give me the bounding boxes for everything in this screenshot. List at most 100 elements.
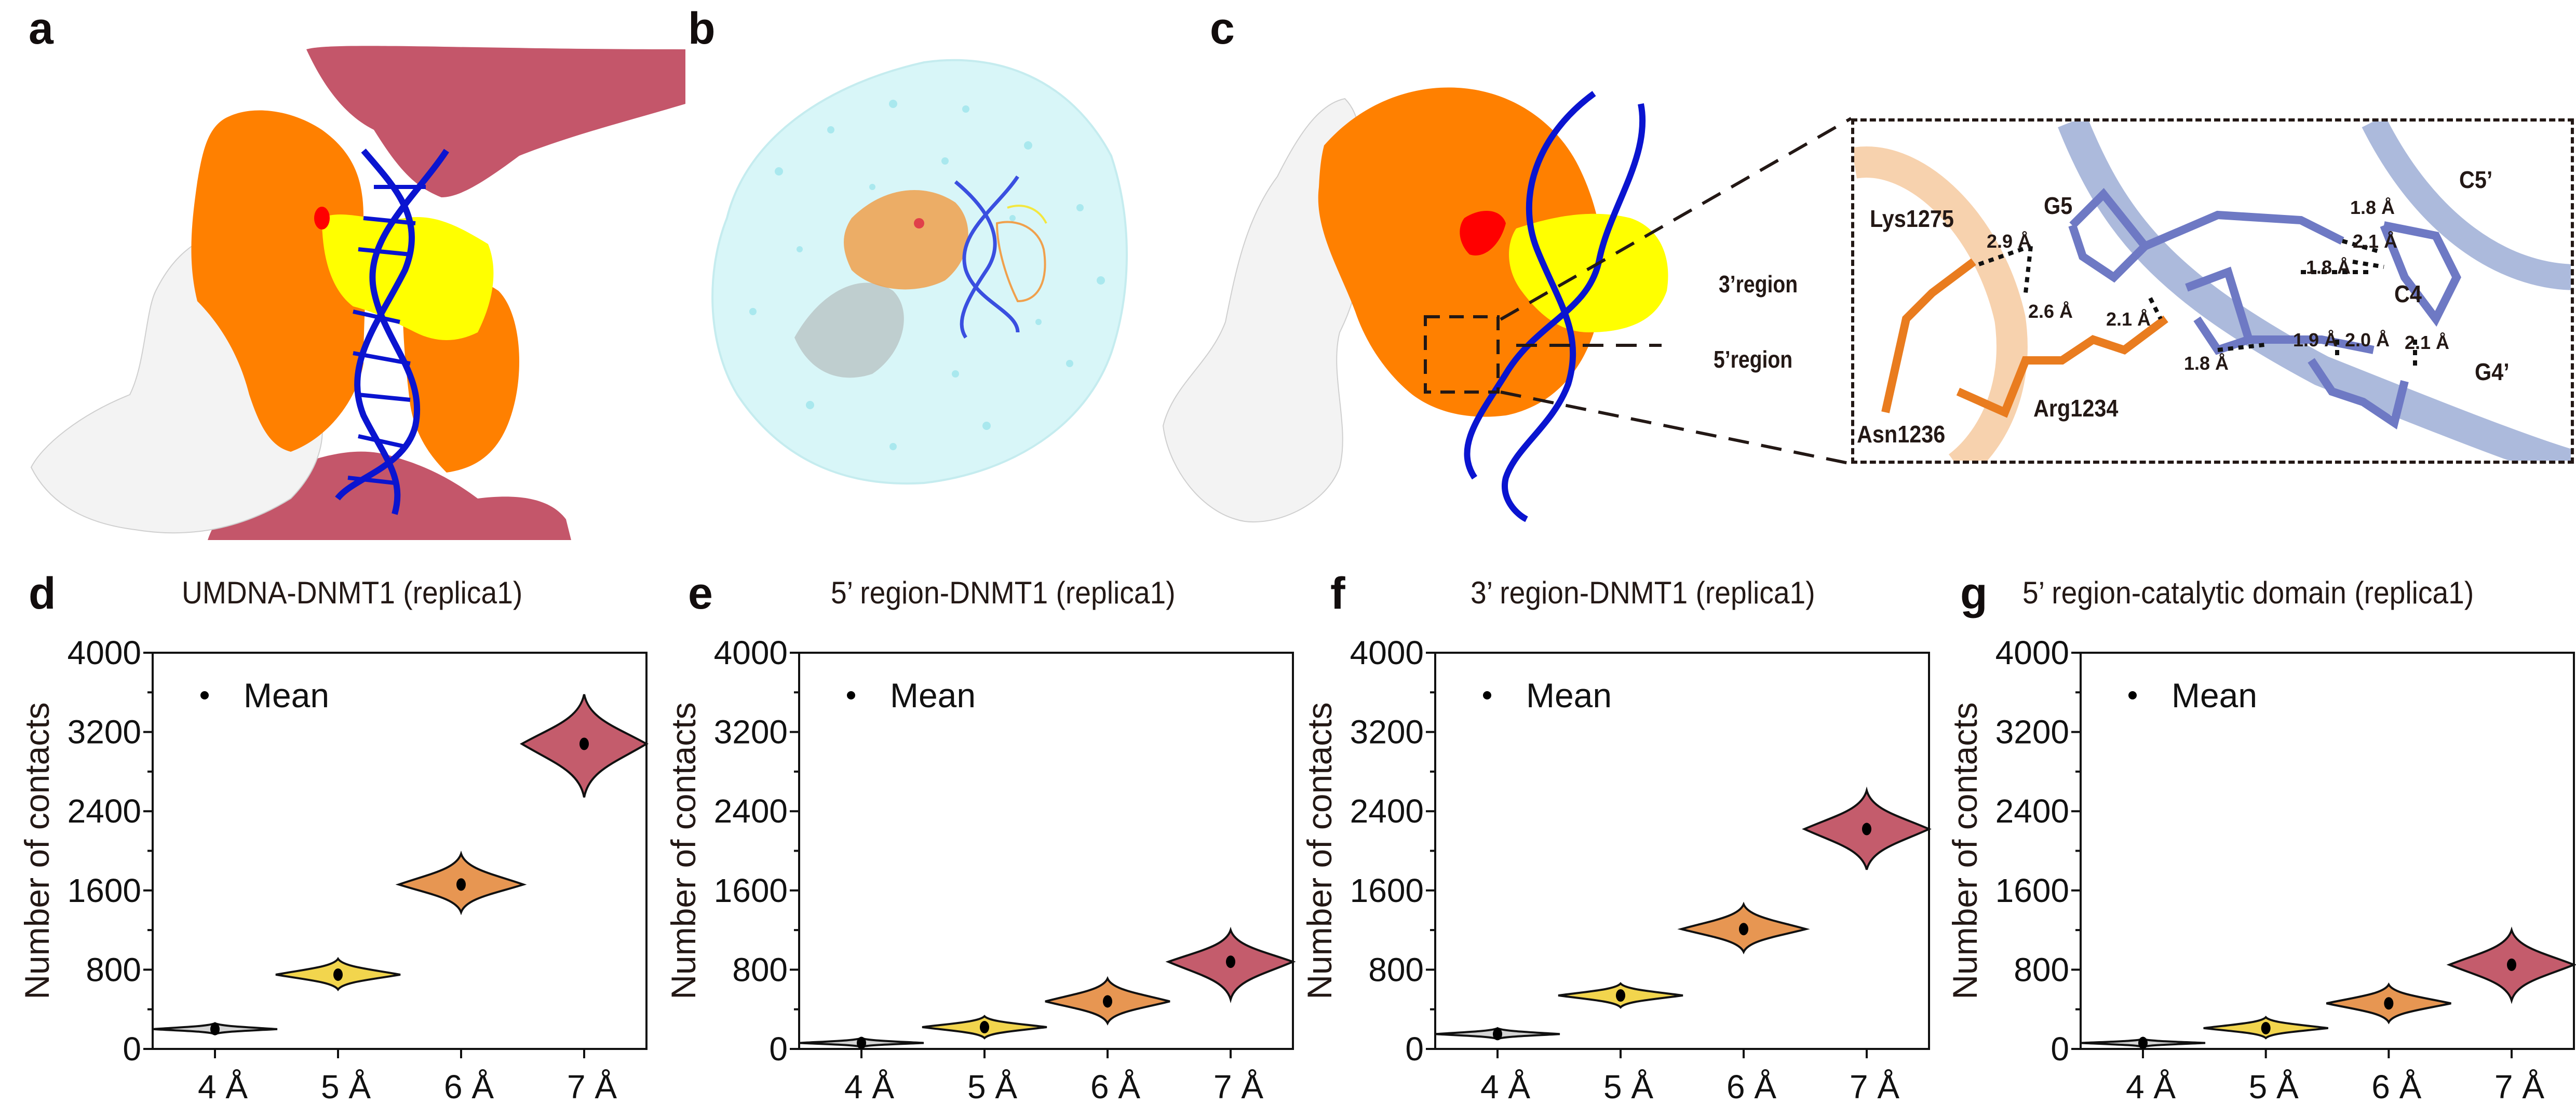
- panel-letter-b: b: [688, 4, 716, 53]
- dnmt1-loop: [995, 221, 1046, 303]
- plot-frame: [152, 652, 648, 1050]
- nucleotide-label-c4: C4: [2394, 280, 2422, 307]
- y-tick-label: 2400: [68, 792, 141, 830]
- distance-label: 2.1 Å: [2405, 332, 2450, 353]
- panel-b-solvated-system: [711, 59, 1128, 484]
- dna-strand-1: [954, 180, 997, 339]
- y-tick-label: 0: [769, 1030, 788, 1068]
- legend-mean-marker: [847, 691, 855, 699]
- panel-letter-f: f: [1330, 569, 1345, 618]
- x-tick-label: 5 Å: [967, 1068, 1017, 1106]
- grey-domain-ribbon: [794, 282, 904, 378]
- x-tick-label: 4 Å: [844, 1068, 894, 1106]
- residue-label-asn1236: Asn1236: [1857, 421, 1946, 448]
- y-tick-label: 2400: [714, 792, 788, 830]
- mean-marker: [1226, 955, 1235, 968]
- nucleotide-label-g5: G5: [2044, 192, 2073, 219]
- ligand-red: [914, 218, 924, 228]
- distance-label: 2.9 Å: [1987, 231, 2032, 252]
- x-tick-label: 6 Å: [2371, 1068, 2421, 1106]
- y-tick-label: 4000: [1350, 634, 1424, 671]
- dna-strand-2: [335, 149, 449, 501]
- panel-a-surface-render: [30, 46, 685, 540]
- mean-marker: [210, 1022, 220, 1035]
- mean-marker: [2507, 958, 2516, 971]
- y-tick-label: 2400: [1350, 792, 1424, 830]
- panel-letter-a: a: [29, 4, 53, 53]
- distance-label: 2.1 Å: [2353, 231, 2398, 252]
- y-axis-label: Number of contacts: [1300, 702, 1339, 999]
- dna-strand-2: [962, 176, 1020, 333]
- mean-marker: [857, 1036, 866, 1049]
- violin-chart-f: 0 800 1600 2400 3200 4000 Number of contacts 4 …: [1300, 634, 1932, 1106]
- plot-frame: [798, 652, 1294, 1050]
- legend-mean-label: Mean: [1526, 676, 1612, 715]
- dna-base-pairs: [347, 185, 426, 485]
- residue-label-arg1234: Arg1234: [2033, 395, 2119, 422]
- dnmt1-ribbon: [844, 190, 968, 290]
- inset-sticks: [1854, 122, 2571, 461]
- ligand-red: [1460, 211, 1506, 255]
- distance-label: 1.8 Å: [2350, 197, 2395, 218]
- distance-label: 2.6 Å: [2028, 301, 2073, 322]
- y-tick-label: 3200: [714, 713, 788, 751]
- mean-marker: [456, 878, 466, 891]
- x-tick-label: 5 Å: [321, 1068, 371, 1106]
- y-tick-label: 800: [1368, 951, 1424, 988]
- y-tick-label: 2400: [1995, 792, 2069, 830]
- distance-label: 1.8 Å: [2306, 257, 2351, 278]
- panel-c-surface-render: [1162, 87, 1852, 523]
- panel-letter-d: d: [29, 569, 56, 618]
- mean-marker: [333, 968, 343, 981]
- mean-marker: [2261, 1021, 2271, 1034]
- y-tick-label: 800: [732, 951, 788, 988]
- legend-mean-label: Mean: [2172, 676, 2257, 715]
- violin-chart-e: 0 800 1600 2400 3200 4000 Number of contacts 4 …: [664, 634, 1296, 1106]
- legend-mean-marker: [2128, 691, 2137, 699]
- y-tick-label: 1600: [1995, 872, 2069, 909]
- mean-marker: [2384, 997, 2394, 1010]
- chart-title-f: 3’ region-DNMT1 (replica1): [1471, 575, 1815, 610]
- y-axis-label: Number of contacts: [18, 702, 56, 999]
- ions: [749, 100, 1105, 450]
- mean-marker: [579, 737, 589, 750]
- x-tick-label: 6 Å: [1727, 1068, 1776, 1106]
- distance-label: 1.9 Å: [2293, 329, 2338, 351]
- violin-chart-g: 0 800 1600 2400 3200 4000 Number of contacts 4 …: [1946, 634, 2576, 1106]
- distance-label: 2.0 Å: [2345, 329, 2390, 351]
- violin-chart-d: 0 800 1600 2400 3200 4000 Number of contacts 4 …: [18, 634, 649, 1106]
- y-axis-label: Number of contacts: [1946, 702, 1984, 999]
- y-tick-label: 4000: [714, 634, 788, 671]
- x-tick-label: 7 Å: [2494, 1068, 2544, 1106]
- mean-marker: [1493, 1028, 1502, 1041]
- mean-marker: [980, 1021, 989, 1034]
- distance-label: 2.1 Å: [2106, 308, 2151, 330]
- legend-mean-marker: [1483, 691, 1491, 699]
- x-tick-label: 5 Å: [1603, 1068, 1653, 1106]
- panel-letter-e: e: [688, 569, 713, 618]
- dna-strand-1: [1502, 91, 1596, 522]
- x-tick-label: 4 Å: [1480, 1068, 1530, 1106]
- legend-mean-label: Mean: [890, 676, 976, 715]
- x-tick-label: 4 Å: [2126, 1068, 2176, 1106]
- y-tick-label: 1600: [1350, 872, 1424, 909]
- ligand-red: [314, 207, 330, 230]
- x-tick-label: 7 Å: [1850, 1068, 1899, 1106]
- panel-letter-c: c: [1210, 4, 1235, 53]
- y-tick-label: 1600: [68, 872, 141, 909]
- catalytic-ribbon: [1007, 205, 1047, 224]
- dnmt1-surface-left: [191, 110, 366, 452]
- nucleotide-label-g4prime: G4’: [2475, 358, 2510, 385]
- region-label-3prime: 3’region: [1719, 271, 1798, 298]
- x-tick-label: 7 Å: [1213, 1068, 1263, 1106]
- panel-letter-g: g: [1960, 569, 1988, 618]
- catalytic-domain-surface: [322, 214, 494, 340]
- y-tick-label: 1600: [714, 872, 788, 909]
- zoom-box: [1424, 315, 1500, 394]
- y-tick-label: 800: [2014, 951, 2069, 988]
- mean-marker: [1616, 989, 1625, 1002]
- y-tick-label: 0: [123, 1030, 141, 1068]
- y-tick-label: 4000: [1995, 634, 2069, 671]
- distance-label: 1.8 Å: [2184, 353, 2229, 374]
- zoom-line-top: [1500, 117, 1852, 321]
